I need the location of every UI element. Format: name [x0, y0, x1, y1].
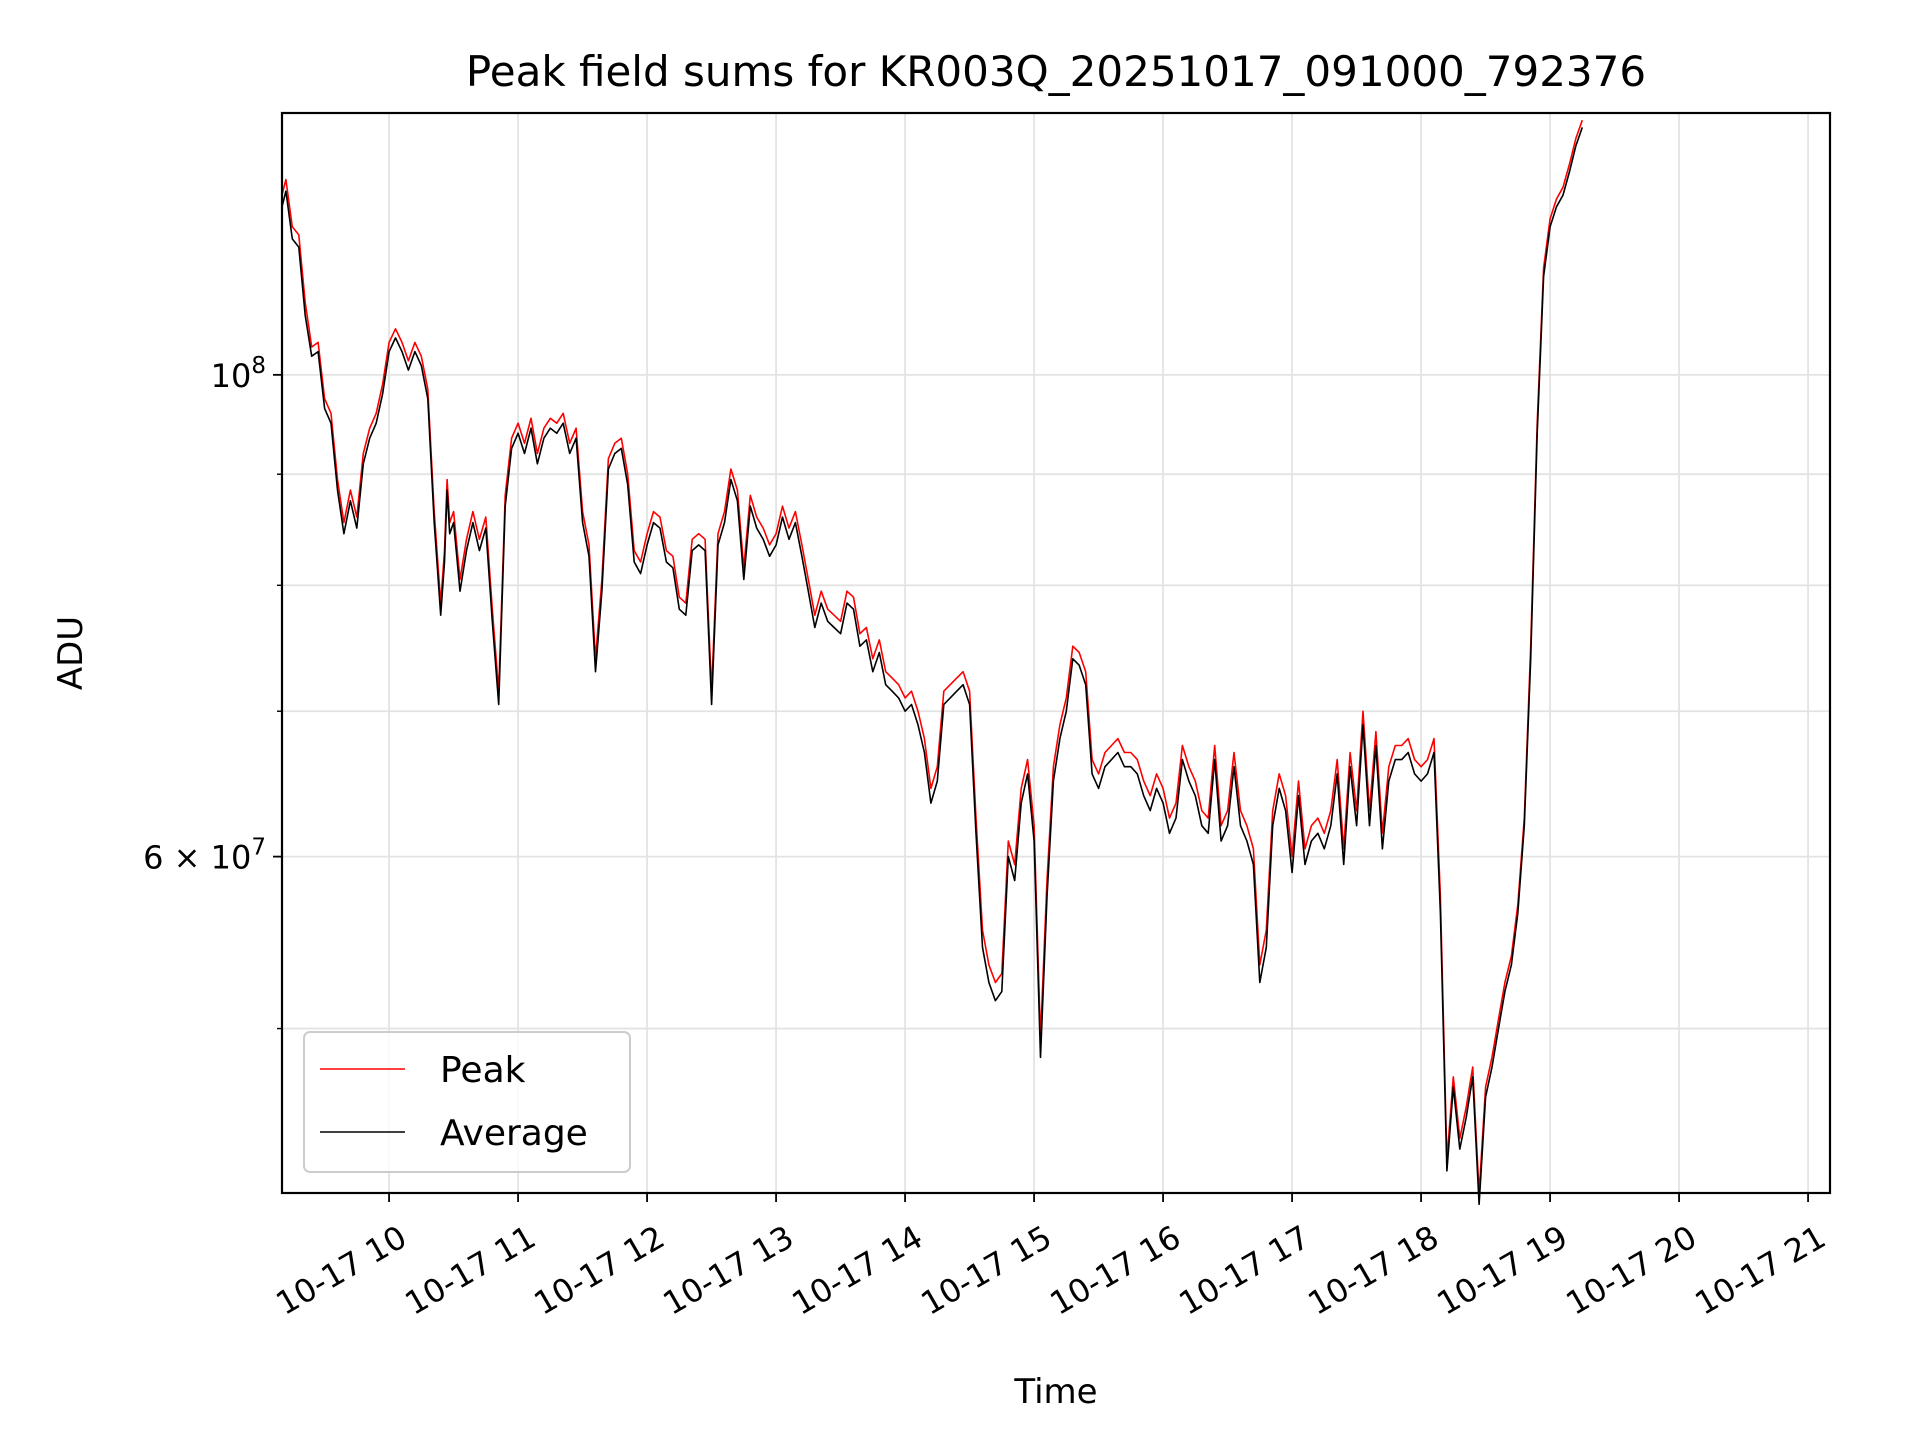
- series-layer: [281, 119, 1584, 1206]
- y-axis-title: ADU: [51, 616, 91, 690]
- chart-title: Peak field sums for KR003Q_20251017_0910…: [466, 47, 1646, 96]
- series-line-average: [281, 127, 1584, 1206]
- x-axis-title: Time: [1013, 1372, 1097, 1412]
- plot-area-frame: [280, 111, 1832, 1195]
- y-tick-label: 6 × 107: [143, 835, 266, 877]
- y-tick-label: 108: [211, 353, 266, 395]
- series-line-peak: [281, 119, 1584, 1194]
- legend-box: [303, 1031, 631, 1173]
- legend-label-average: Average: [440, 1113, 588, 1154]
- grid: [282, 113, 1830, 1193]
- y-axis: 108 6 × 107: [143, 353, 282, 1030]
- legend: Peak Average: [303, 1031, 631, 1173]
- legend-label-peak: Peak: [440, 1050, 526, 1091]
